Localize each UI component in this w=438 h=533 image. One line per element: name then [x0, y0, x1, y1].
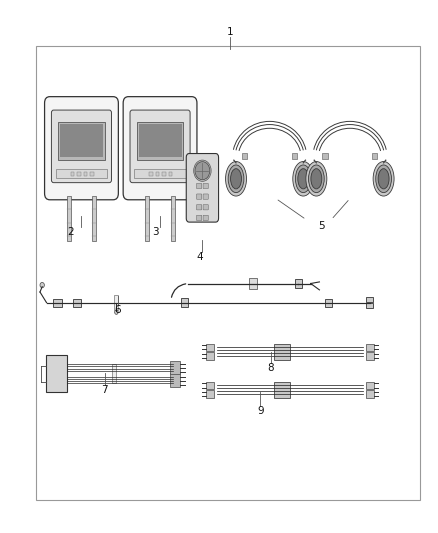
Ellipse shape — [308, 165, 324, 192]
Text: 6: 6 — [114, 305, 121, 315]
Bar — [292, 154, 297, 159]
Ellipse shape — [228, 165, 244, 192]
FancyBboxPatch shape — [203, 205, 208, 210]
Ellipse shape — [376, 165, 392, 192]
Bar — [35, 46, 420, 500]
FancyBboxPatch shape — [197, 183, 202, 189]
Bar — [171, 196, 175, 241]
FancyBboxPatch shape — [123, 96, 197, 200]
Bar — [60, 124, 103, 157]
Bar — [366, 303, 373, 309]
Bar — [366, 344, 374, 351]
Ellipse shape — [306, 161, 327, 196]
FancyBboxPatch shape — [203, 194, 208, 199]
FancyBboxPatch shape — [197, 194, 202, 199]
Bar — [56, 169, 107, 178]
Bar — [372, 154, 378, 159]
Bar — [145, 196, 149, 241]
Ellipse shape — [378, 168, 389, 189]
Bar — [71, 172, 74, 176]
Bar — [58, 122, 105, 160]
Bar — [242, 154, 247, 159]
Bar — [155, 172, 159, 176]
FancyBboxPatch shape — [130, 110, 190, 183]
Bar — [114, 295, 118, 310]
Bar — [170, 361, 180, 374]
Bar — [112, 365, 117, 383]
Bar — [366, 352, 374, 360]
Bar — [249, 278, 257, 289]
Text: 3: 3 — [152, 227, 159, 237]
Ellipse shape — [293, 161, 314, 196]
FancyBboxPatch shape — [51, 110, 112, 183]
FancyBboxPatch shape — [203, 183, 208, 189]
Bar — [169, 172, 172, 176]
FancyBboxPatch shape — [186, 154, 219, 222]
Bar — [275, 344, 290, 360]
Bar — [322, 154, 328, 159]
Text: 4: 4 — [196, 252, 203, 262]
Bar — [295, 279, 301, 288]
Text: 8: 8 — [267, 362, 274, 373]
Bar — [275, 382, 290, 398]
FancyBboxPatch shape — [197, 205, 202, 210]
Bar — [206, 382, 214, 389]
Bar — [366, 390, 374, 398]
Bar — [325, 298, 332, 306]
Ellipse shape — [298, 168, 309, 189]
FancyBboxPatch shape — [203, 215, 208, 221]
Text: 5: 5 — [318, 221, 325, 231]
Text: 1: 1 — [226, 27, 233, 37]
Bar — [206, 390, 214, 398]
Bar — [92, 196, 96, 241]
Ellipse shape — [311, 168, 322, 189]
Text: 9: 9 — [257, 406, 264, 416]
Bar — [180, 298, 187, 308]
FancyBboxPatch shape — [197, 215, 202, 221]
Bar — [77, 172, 81, 176]
Ellipse shape — [295, 165, 311, 192]
Bar — [90, 172, 94, 176]
Bar — [84, 172, 87, 176]
Circle shape — [195, 161, 210, 180]
Bar — [206, 352, 214, 360]
Bar — [137, 122, 184, 160]
Text: 7: 7 — [101, 385, 108, 395]
FancyBboxPatch shape — [45, 96, 118, 200]
Circle shape — [194, 160, 211, 181]
Ellipse shape — [230, 168, 241, 189]
Bar — [138, 124, 182, 157]
Circle shape — [115, 310, 118, 314]
Ellipse shape — [373, 161, 394, 196]
Bar — [46, 356, 67, 392]
Ellipse shape — [226, 161, 247, 196]
Bar — [134, 169, 186, 178]
Bar — [149, 172, 152, 176]
Bar — [170, 373, 180, 386]
Text: 2: 2 — [67, 227, 74, 237]
Bar — [162, 172, 166, 176]
Bar — [366, 297, 373, 302]
Bar — [206, 344, 214, 351]
Circle shape — [40, 282, 44, 288]
Bar — [67, 196, 71, 241]
Bar — [53, 298, 62, 306]
Bar — [366, 382, 374, 389]
Bar — [73, 298, 81, 306]
